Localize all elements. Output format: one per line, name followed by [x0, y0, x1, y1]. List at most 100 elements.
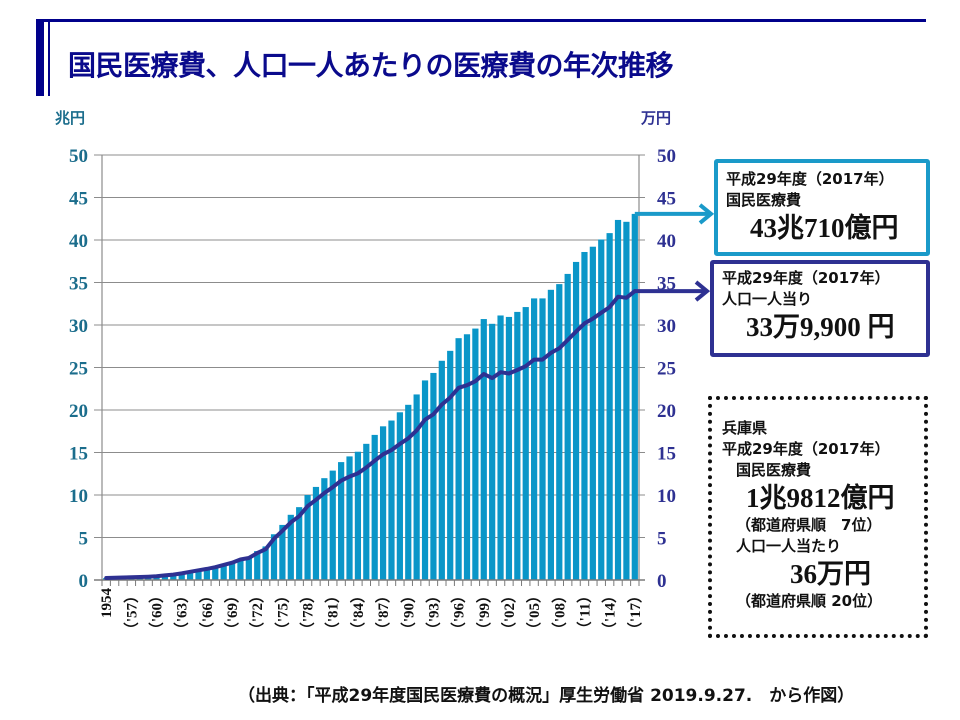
- y-tick-label-right: 45: [657, 189, 676, 210]
- bar: [195, 570, 202, 580]
- bar: [287, 514, 294, 580]
- callout-national-period: 平成29年度（2017年）: [726, 170, 894, 188]
- y-tick-label-left: 25: [69, 359, 88, 380]
- bar: [170, 574, 177, 580]
- bar: [338, 462, 345, 580]
- title-frame-top-rule: [36, 19, 926, 22]
- bar: [581, 251, 588, 581]
- y-tick-label-left: 15: [69, 444, 88, 465]
- page-title: 国民医療費、人口一人あたりの医療費の年次推移: [68, 49, 674, 82]
- x-tick-label: （'63）: [173, 588, 191, 637]
- x-tick-label: （'02）: [500, 588, 518, 637]
- callout-per-capita-label: 人口一人当り: [722, 290, 813, 308]
- bar: [245, 556, 252, 580]
- y-tick-label-left: 45: [69, 189, 88, 210]
- bar: [413, 394, 420, 580]
- x-tick-label: （'72）: [248, 588, 266, 637]
- x-tick-label: （'14）: [601, 588, 619, 637]
- x-tick-label: （'75）: [273, 588, 291, 637]
- x-tick-label: （'66）: [198, 588, 216, 637]
- bar: [480, 319, 487, 580]
- bar: [598, 239, 605, 581]
- bar: [312, 486, 320, 580]
- y-tick-label-left: 10: [69, 486, 88, 507]
- bar: [463, 334, 471, 580]
- bar: [606, 233, 613, 581]
- hyogo-period: 平成29年度（2017年）: [722, 440, 890, 458]
- bar: [161, 575, 169, 580]
- bar: [430, 372, 437, 580]
- bar: [572, 261, 580, 580]
- y-tick-label-left: 0: [79, 571, 89, 592]
- bar: [254, 551, 261, 580]
- x-tick-label: （'93）: [424, 588, 442, 637]
- bar: [522, 307, 529, 580]
- hyogo-per-capita-label: 人口一人当たり: [736, 537, 842, 555]
- right-axis-unit-label: 万円: [641, 109, 672, 127]
- bar: [447, 350, 454, 580]
- arrow-national-head-icon: [698, 203, 715, 225]
- bar: [396, 412, 403, 580]
- bar: [489, 323, 496, 580]
- x-tick-label: （'11）: [575, 588, 593, 636]
- y-tick-label-right: 5: [657, 529, 667, 550]
- source-citation: （出典：「平成29年度国民医療費の概況」厚生労働省 2019.9.27. から作…: [238, 686, 855, 706]
- bar: [514, 311, 521, 580]
- callout-arrows: [634, 203, 715, 302]
- hyogo-per-capita-rank: （都道府県順 20位）: [736, 592, 883, 610]
- callout-national-label: 国民医療費: [726, 191, 802, 209]
- bar: [203, 568, 210, 580]
- bar: [505, 316, 513, 580]
- callout-hyogo: 兵庫県 平成29年度（2017年） 国民医療費 1兆9812億円 （都道府県順 …: [708, 396, 928, 638]
- y-tick-label-right: 10: [657, 486, 676, 507]
- x-tick-label: （'87）: [374, 588, 392, 637]
- title-frame-accent-bar: [36, 19, 44, 96]
- y-tick-label-left: 40: [69, 231, 88, 252]
- bar: [270, 534, 278, 580]
- x-tick-label: （'69）: [223, 588, 241, 637]
- x-tick-label: （'17）: [626, 588, 644, 637]
- y-tick-label-right: 25: [657, 359, 676, 380]
- bar: [228, 562, 236, 580]
- bar: [388, 420, 395, 580]
- line-series-per-capita-expense: [104, 289, 637, 580]
- bar: [262, 546, 269, 580]
- bar: [186, 572, 194, 580]
- bar: [354, 451, 362, 580]
- x-tick-label: （'90）: [399, 588, 417, 637]
- x-tick-label: （'84）: [349, 588, 367, 637]
- hyogo-prefecture-label: 兵庫県: [722, 419, 768, 437]
- bar: [497, 315, 504, 580]
- y-tick-label-left: 50: [69, 146, 88, 167]
- x-tick-label: 1954: [99, 588, 115, 619]
- bar: [556, 284, 563, 580]
- bar: [438, 360, 445, 580]
- callout-per-capita-period: 平成29年度（2017年）: [722, 269, 890, 287]
- y-tick-label-left: 5: [79, 529, 89, 550]
- callout-national-value: 43兆710億円: [750, 213, 899, 243]
- bar: [363, 443, 370, 580]
- bar: [472, 328, 479, 580]
- bar: [564, 273, 571, 580]
- bar: [329, 470, 336, 580]
- x-tick-label: （'60）: [148, 588, 166, 637]
- left-axis-unit-label: 兆円: [55, 109, 86, 127]
- bar: [531, 298, 538, 580]
- hyogo-national-expense-label: 国民医療費: [736, 461, 812, 479]
- bar: [304, 495, 311, 580]
- bar: [346, 456, 353, 580]
- y-tick-label-left: 20: [69, 401, 88, 422]
- bar: [237, 558, 244, 580]
- bar: [296, 507, 303, 580]
- x-tick-label: （'78）: [299, 588, 317, 637]
- hyogo-national-expense-value: 1兆9812億円: [746, 483, 895, 513]
- y-tick-label-right: 0: [657, 571, 667, 592]
- per-capita-line: [104, 289, 637, 580]
- bar: [623, 221, 630, 580]
- y-tick-label-right: 20: [657, 401, 676, 422]
- y-tick-label-right: 50: [657, 146, 676, 167]
- axes: [94, 154, 645, 586]
- bar: [212, 567, 219, 580]
- bar: [405, 404, 412, 580]
